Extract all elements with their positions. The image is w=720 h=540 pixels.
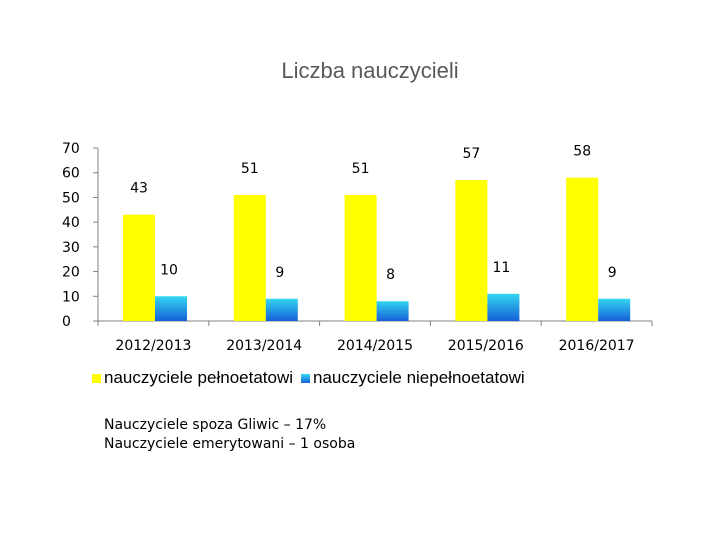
y-tick-label: 70 <box>62 141 80 157</box>
chart-title: Liczba nauczycieli <box>281 58 459 83</box>
notes-block: Nauczyciele spoza Gliwic – 17% Nauczycie… <box>104 416 355 454</box>
bar-parttime <box>155 296 187 321</box>
legend-label-fulltime: nauczyciele pełnoetatowi <box>104 368 294 387</box>
bar-parttime <box>598 298 631 321</box>
note-retired: Nauczyciele emerytowani – 1 osoba <box>104 436 356 452</box>
data-label-parttime: 10 <box>160 262 178 278</box>
chart-legend: nauczyciele pełnoetatowi nauczyciele nie… <box>92 368 533 388</box>
legend-item-fulltime: nauczyciele pełnoetatowi <box>92 368 293 388</box>
y-tick-label: 10 <box>62 289 80 305</box>
x-category-label: 2013/2014 <box>226 338 302 354</box>
bar-fulltime <box>344 194 377 321</box>
bar-fulltime <box>123 214 155 321</box>
y-tick-label: 20 <box>62 265 80 281</box>
data-label-parttime: 9 <box>275 265 284 281</box>
data-label-fulltime: 51 <box>352 161 370 177</box>
x-category-label: 2015/2016 <box>448 338 524 354</box>
legend-swatch-parttime <box>301 373 311 383</box>
legend-item-parttime: nauczyciele niepełnoetatowi <box>301 368 525 388</box>
bar-parttime <box>487 293 520 321</box>
data-label-fulltime: 58 <box>573 144 591 160</box>
y-tick-label: 0 <box>62 314 71 330</box>
legend-swatch-fulltime <box>92 373 101 383</box>
data-label-parttime: 11 <box>492 260 510 276</box>
data-label-fulltime: 51 <box>241 161 259 177</box>
data-label-parttime: 9 <box>608 265 617 281</box>
y-tick-label: 30 <box>62 240 80 256</box>
bar-parttime <box>376 301 409 321</box>
data-label-parttime: 8 <box>386 267 395 283</box>
bar-fulltime <box>455 180 488 321</box>
legend-label-parttime: nauczyciele niepełnoetatowi <box>313 368 525 387</box>
x-category-label: 2014/2015 <box>337 338 413 354</box>
bar-chart: 0 10 20 30 40 50 60 70 43 10 2012/2013 51 9 2013/201… <box>62 141 653 354</box>
data-label-fulltime: 57 <box>462 146 480 162</box>
y-tick-label: 50 <box>62 190 80 206</box>
x-category-label: 2012/2013 <box>115 338 191 354</box>
note-outside-city: Nauczyciele spoza Gliwic – 17% <box>104 417 327 433</box>
bar-fulltime <box>566 177 599 321</box>
y-tick-label: 60 <box>62 166 80 182</box>
data-label-fulltime: 43 <box>130 181 148 197</box>
bar-parttime <box>265 298 298 321</box>
x-category-label: 2016/2017 <box>559 338 635 354</box>
bar-fulltime <box>233 194 266 321</box>
y-tick-label: 40 <box>62 215 80 231</box>
